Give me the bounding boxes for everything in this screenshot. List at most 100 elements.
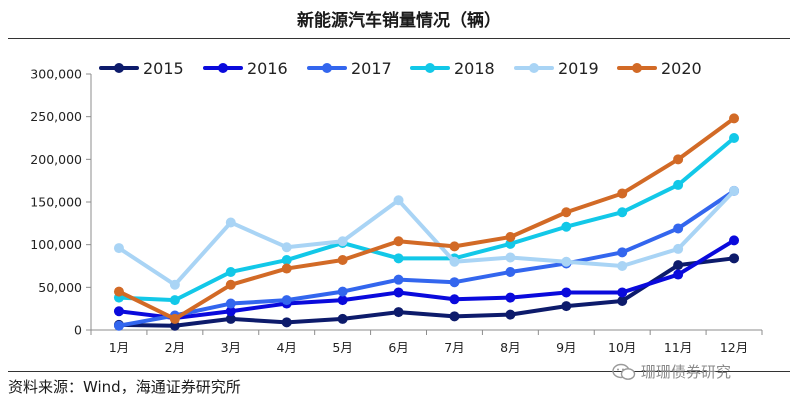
y-tick-label: 100,000 — [30, 237, 82, 252]
series-layer — [113, 113, 740, 331]
data-point — [337, 295, 348, 306]
data-point — [393, 253, 404, 264]
legend-label: 2015 — [143, 59, 184, 78]
x-tick-label: 5月 — [332, 340, 352, 355]
series-line — [116, 188, 737, 328]
series-2020 — [113, 113, 740, 324]
series-line — [116, 188, 737, 287]
series-2019 — [113, 185, 740, 290]
x-tick-label: 11月 — [664, 340, 692, 355]
legend-swatch-marker — [322, 63, 332, 73]
y-tick-label: 250,000 — [30, 109, 82, 124]
data-point — [561, 287, 572, 298]
y-tick-label: 50,000 — [38, 280, 82, 295]
legend-swatch-marker — [529, 63, 539, 73]
x-tick-label: 6月 — [388, 340, 408, 355]
data-point — [225, 313, 236, 324]
data-point — [281, 242, 292, 253]
legend-item-2019: 2019 — [514, 59, 599, 78]
series-line — [116, 136, 737, 303]
data-point — [449, 241, 460, 252]
legend-item-2020: 2020 — [617, 59, 702, 78]
watermark-text: 珊珊债券研究 — [641, 363, 732, 381]
data-point — [337, 255, 348, 266]
y-tick-label: 300,000 — [30, 67, 82, 82]
data-point — [617, 188, 628, 199]
data-point — [393, 307, 404, 318]
series-2015 — [113, 253, 740, 331]
x-tick-label: 4月 — [276, 340, 296, 355]
data-point — [505, 252, 516, 263]
data-point — [561, 301, 572, 312]
series-line — [116, 238, 737, 321]
line-chart: 0 50,000 100,000 150,000 200,000 250,000 300,0… — [30, 59, 763, 355]
data-point — [225, 279, 236, 290]
data-point — [281, 317, 292, 328]
data-point — [617, 287, 628, 298]
y-tick-label: 150,000 — [30, 195, 82, 210]
y-tick-label: 200,000 — [30, 152, 82, 167]
data-point — [673, 243, 684, 254]
data-point — [281, 295, 292, 306]
x-tick-label: 10月 — [608, 340, 636, 355]
legend-swatch-marker — [114, 63, 124, 73]
data-point — [729, 185, 740, 196]
data-point — [169, 313, 180, 324]
legend-label: 2020 — [661, 59, 702, 78]
data-point — [113, 286, 124, 297]
data-point — [169, 295, 180, 306]
data-point — [617, 207, 628, 218]
data-point — [505, 266, 516, 277]
legend-label: 2019 — [558, 59, 599, 78]
data-point — [561, 207, 572, 218]
source-rule — [8, 371, 790, 372]
legend-label: 2016 — [247, 59, 288, 78]
data-point — [169, 279, 180, 290]
data-point — [505, 292, 516, 303]
page-title: 新能源汽车销量情况（辆） — [297, 11, 501, 31]
data-point — [449, 277, 460, 288]
data-point — [449, 256, 460, 267]
data-point — [449, 294, 460, 305]
legend-item-2015: 2015 — [99, 59, 184, 78]
series-line — [116, 256, 737, 328]
data-point — [505, 231, 516, 242]
x-axis: 1月 2月 3月 4月 5月 6月 7月 8月 9月 10月 11月 12月 — [90, 329, 763, 355]
legend-swatch-marker — [218, 63, 228, 73]
legend-label: 2017 — [351, 59, 392, 78]
x-tick-label: 12月 — [720, 340, 748, 355]
y-axis: 0 50,000 100,000 150,000 200,000 250,000 300,0… — [30, 67, 92, 338]
data-point — [505, 309, 516, 320]
x-tick-label: 7月 — [444, 340, 464, 355]
data-point — [393, 274, 404, 285]
y-tick-label: 0 — [74, 323, 82, 338]
x-tick-label: 1月 — [109, 340, 129, 355]
data-point — [561, 256, 572, 267]
x-tick-label: 8月 — [500, 340, 520, 355]
data-point — [729, 253, 740, 264]
legend-item-2018: 2018 — [410, 59, 495, 78]
data-point — [113, 306, 124, 317]
data-point — [393, 236, 404, 247]
data-point — [673, 223, 684, 234]
legend-item-2016: 2016 — [203, 59, 288, 78]
data-point — [337, 236, 348, 247]
data-point — [449, 311, 460, 322]
x-tick-label: 3月 — [221, 340, 241, 355]
data-point — [281, 255, 292, 266]
legend-label: 2018 — [454, 59, 495, 78]
x-tick-label: 9月 — [556, 340, 576, 355]
data-point — [225, 306, 236, 317]
legend-item-2017: 2017 — [307, 59, 392, 78]
data-point — [337, 313, 348, 324]
data-point — [393, 195, 404, 206]
data-point — [729, 133, 740, 143]
data-point — [337, 286, 348, 297]
legend-swatch-marker — [632, 63, 642, 73]
data-point — [225, 298, 236, 309]
data-point — [225, 266, 236, 277]
data-point — [393, 287, 404, 298]
data-point — [225, 217, 236, 228]
x-tick-label: 2月 — [165, 340, 185, 355]
source-note: 资料来源：Wind，海通证券研究所 — [8, 378, 241, 396]
